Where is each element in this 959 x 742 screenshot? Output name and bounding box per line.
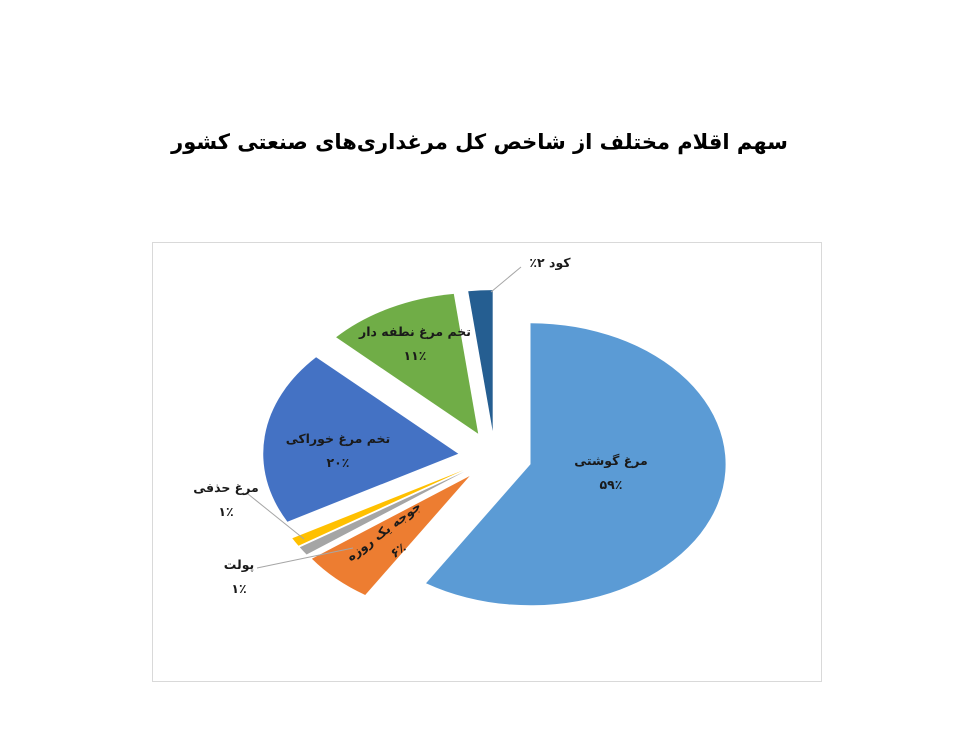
label-broiler-chicken-pct: ۵۹٪ bbox=[599, 477, 623, 492]
pie-slice-1 bbox=[426, 323, 726, 606]
label-pullet-name: پولت bbox=[223, 557, 255, 572]
leader-line-pullet bbox=[256, 547, 354, 569]
label-broiler-chicken: مرغ گوشتی ۵۹٪ bbox=[541, 449, 681, 497]
chart-title: سهم اقلام مختلف از شاخص کل مرغداری‌های ص… bbox=[171, 130, 788, 154]
label-fertile-eggs-pct: ۱۱٪ bbox=[403, 348, 427, 363]
pie-slice-6 bbox=[336, 293, 479, 434]
label-edible-eggs: تخم مرغ خوراکی ۲۰٪ bbox=[268, 427, 408, 475]
label-broiler-chicken-name: مرغ گوشتی bbox=[574, 453, 648, 468]
pie-slices bbox=[263, 290, 726, 606]
label-culled-hen: مرغ حذفی ۱٪ bbox=[166, 476, 286, 524]
pie-slice-5 bbox=[263, 357, 459, 522]
label-pullet: پولت ۱٪ bbox=[179, 553, 299, 601]
pie-slice-4 bbox=[292, 470, 464, 546]
label-fertile-eggs: تخم مرغ نطفه دار ۱۱٪ bbox=[345, 320, 485, 368]
label-manure-pct: ۲٪ bbox=[529, 255, 545, 270]
label-pullet-pct: ۱٪ bbox=[231, 581, 247, 596]
chart-area: مرغ گوشتی ۵۹٪ تخم مرغ خوراکی ۲۰٪ تخم مرغ… bbox=[152, 242, 822, 682]
label-manure-name: کود bbox=[549, 255, 571, 270]
pie-slice-2 bbox=[311, 476, 470, 595]
pie-slice-3 bbox=[299, 471, 465, 555]
label-edible-eggs-name: تخم مرغ خوراکی bbox=[285, 431, 391, 446]
label-culled-hen-name: مرغ حذفی bbox=[193, 480, 259, 495]
leader-line-manure bbox=[490, 266, 522, 293]
label-fertile-eggs-name: تخم مرغ نطفه دار bbox=[359, 324, 471, 339]
label-manure: کود ۲٪ bbox=[490, 251, 610, 275]
label-edible-eggs-pct: ۲۰٪ bbox=[326, 455, 350, 470]
pie-chart-svg bbox=[247, 266, 726, 606]
pie-slice-7 bbox=[468, 290, 493, 432]
leader-line-culled-hen bbox=[247, 493, 305, 540]
label-culled-hen-pct: ۱٪ bbox=[218, 504, 234, 519]
